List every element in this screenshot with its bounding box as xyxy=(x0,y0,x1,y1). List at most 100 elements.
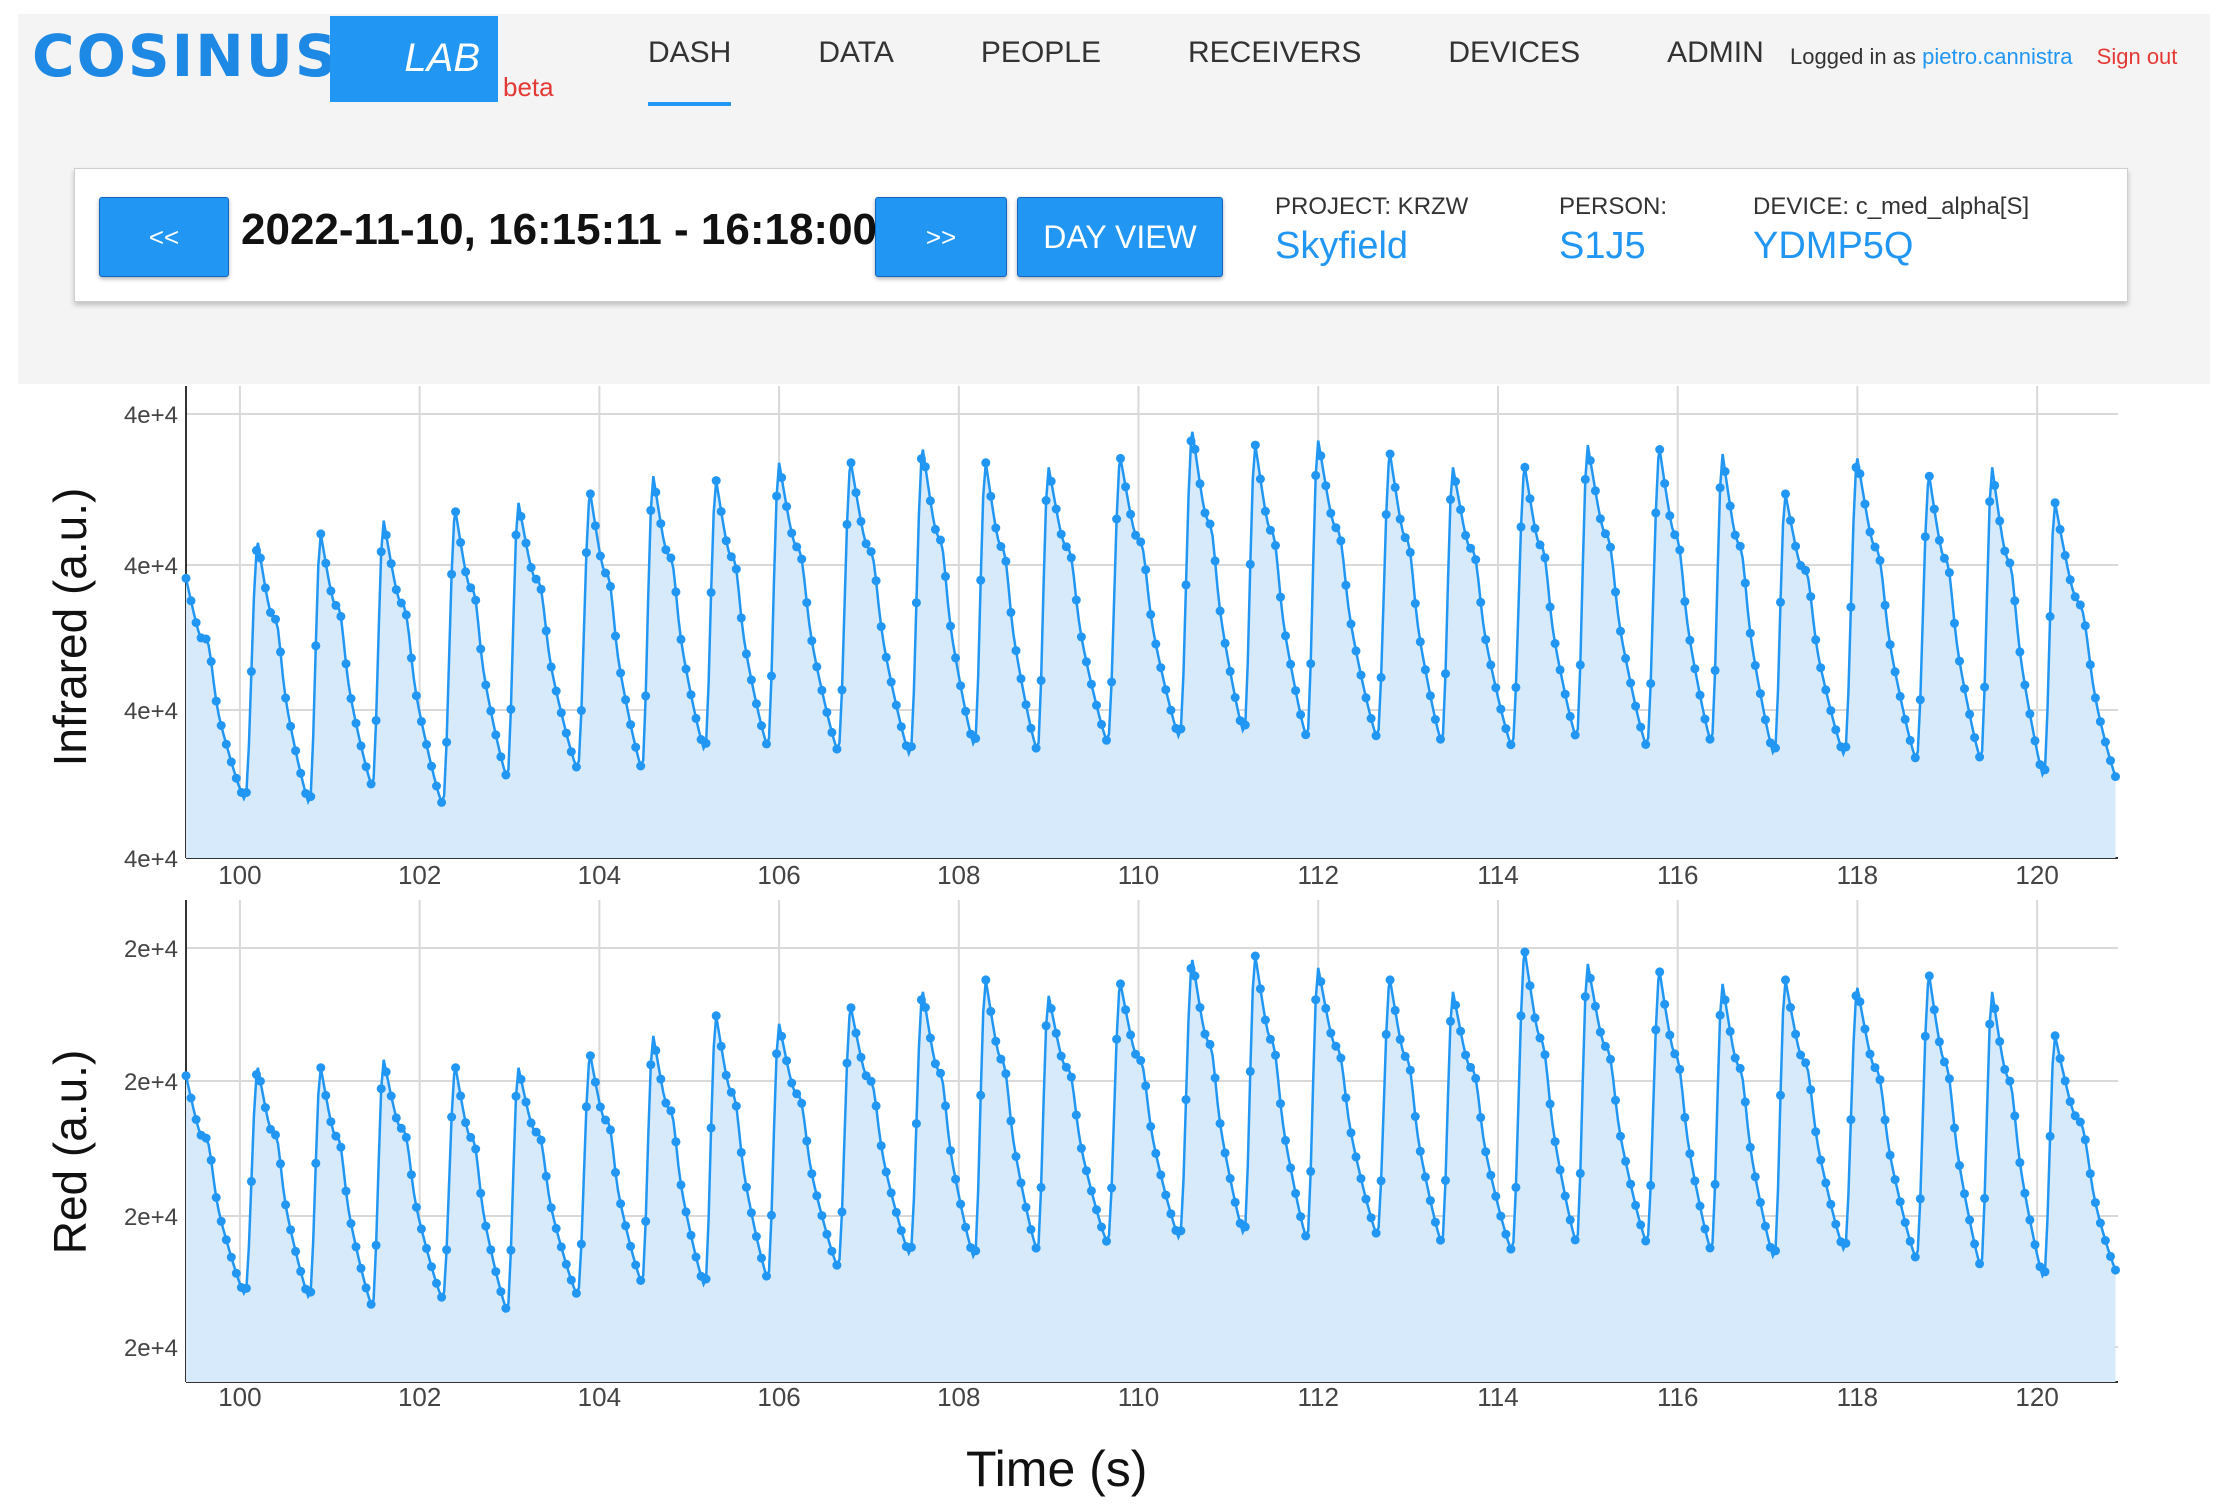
nav-people[interactable]: PEOPLE xyxy=(980,36,1101,69)
data-point xyxy=(1031,1243,1041,1253)
data-point xyxy=(2065,1097,2075,1107)
data-point xyxy=(626,1241,636,1251)
nav-dash[interactable]: DASH xyxy=(648,36,761,106)
data-point xyxy=(1641,740,1651,749)
data-point xyxy=(802,1136,812,1146)
data-point xyxy=(1960,684,1969,694)
data-point xyxy=(711,1011,721,1021)
data-point xyxy=(1036,1182,1046,1192)
data-point xyxy=(1107,1183,1117,1193)
data-point xyxy=(1491,1191,1501,1201)
data-point xyxy=(1590,486,1600,496)
data-point xyxy=(1550,1137,1560,1147)
data-point xyxy=(941,1101,950,1111)
data-point xyxy=(432,1278,441,1288)
data-point xyxy=(346,1219,356,1228)
data-point xyxy=(706,588,716,597)
data-point xyxy=(2005,1076,2015,1086)
data-point xyxy=(1685,1149,1695,1159)
x-tick-label: 116 xyxy=(1657,1382,1698,1412)
data-point xyxy=(1026,723,1036,733)
project-link[interactable]: Skyfield xyxy=(1275,225,1409,267)
data-point xyxy=(186,1093,196,1103)
data-point xyxy=(1915,1194,1925,1204)
data-point xyxy=(1655,445,1665,454)
username-link[interactable]: pietro.cannistra xyxy=(1922,44,2073,69)
x-tick-label: 104 xyxy=(578,1382,621,1412)
data-point xyxy=(656,1074,666,1084)
data-point xyxy=(1660,999,1670,1009)
data-point xyxy=(1846,1115,1856,1125)
day-view-button[interactable]: DAY VIEW xyxy=(1017,197,1223,277)
data-point xyxy=(1466,543,1476,553)
data-point xyxy=(1190,971,1200,981)
data-point xyxy=(1081,1166,1091,1176)
nav-admin[interactable]: ADMIN xyxy=(1667,36,1764,69)
data-point xyxy=(356,1263,366,1273)
data-point xyxy=(871,1101,881,1111)
data-point xyxy=(366,1299,376,1309)
data-point xyxy=(2050,498,2060,508)
data-point xyxy=(1506,1244,1516,1254)
data-point xyxy=(1291,1188,1301,1198)
data-point xyxy=(876,622,886,632)
nav-devices[interactable]: DEVICES xyxy=(1448,36,1581,69)
person-link[interactable]: S1J5 xyxy=(1559,225,1646,267)
data-point xyxy=(1451,477,1460,486)
data-point xyxy=(1585,973,1595,983)
data-point xyxy=(741,1182,751,1192)
data-point xyxy=(1826,1199,1836,1209)
nav-data[interactable]: DATA xyxy=(818,36,894,69)
brand-logo[interactable]: COSINUSS° xyxy=(32,22,399,90)
data-point xyxy=(576,706,586,715)
sign-out-link[interactable]: Sign out xyxy=(2096,44,2178,69)
data-point xyxy=(762,1271,771,1281)
data-point xyxy=(437,1292,447,1302)
data-point xyxy=(1461,1050,1471,1060)
next-range-button[interactable]: >> xyxy=(875,197,1007,277)
data-point xyxy=(1116,979,1125,989)
data-point xyxy=(1575,660,1585,670)
data-point xyxy=(1831,725,1841,735)
data-point xyxy=(1626,678,1636,688)
data-point xyxy=(1570,1235,1580,1245)
data-point xyxy=(656,519,666,529)
data-point xyxy=(1255,474,1265,484)
data-point xyxy=(2050,1031,2060,1041)
data-point xyxy=(1939,1057,1949,1067)
nav-receivers[interactable]: RECEIVERS xyxy=(1187,36,1362,69)
data-point xyxy=(1990,1004,2000,1014)
data-point xyxy=(1205,519,1215,529)
data-point xyxy=(1565,1215,1575,1225)
x-tick-label: 118 xyxy=(1837,1382,1878,1412)
data-point xyxy=(772,1049,782,1059)
beta-label: beta xyxy=(503,72,554,102)
data-point xyxy=(1811,635,1821,645)
data-point xyxy=(1276,1099,1285,1109)
data-point xyxy=(1600,529,1610,539)
data-point xyxy=(1695,1201,1705,1211)
data-point xyxy=(1720,467,1730,476)
data-point xyxy=(1410,1112,1420,1121)
data-point xyxy=(1151,1148,1161,1158)
data-point xyxy=(1400,533,1410,543)
lab-label: LAB xyxy=(404,36,480,80)
previous-range-button[interactable]: << xyxy=(99,197,229,277)
data-point xyxy=(701,738,711,748)
data-point xyxy=(1316,451,1326,461)
data-point xyxy=(1371,731,1381,741)
data-point xyxy=(231,773,241,783)
data-point xyxy=(741,649,751,659)
data-point xyxy=(1296,1212,1306,1222)
data-point xyxy=(1395,1034,1405,1044)
data-point xyxy=(1516,522,1526,532)
data-point xyxy=(751,699,761,709)
data-point xyxy=(581,548,591,558)
data-point xyxy=(1131,530,1141,540)
data-point xyxy=(1606,1054,1615,1064)
data-point xyxy=(837,1207,847,1217)
device-link[interactable]: YDMP5Q xyxy=(1753,225,1914,267)
data-point xyxy=(1826,706,1836,716)
data-point xyxy=(1860,1024,1870,1034)
data-point xyxy=(1195,1003,1205,1012)
